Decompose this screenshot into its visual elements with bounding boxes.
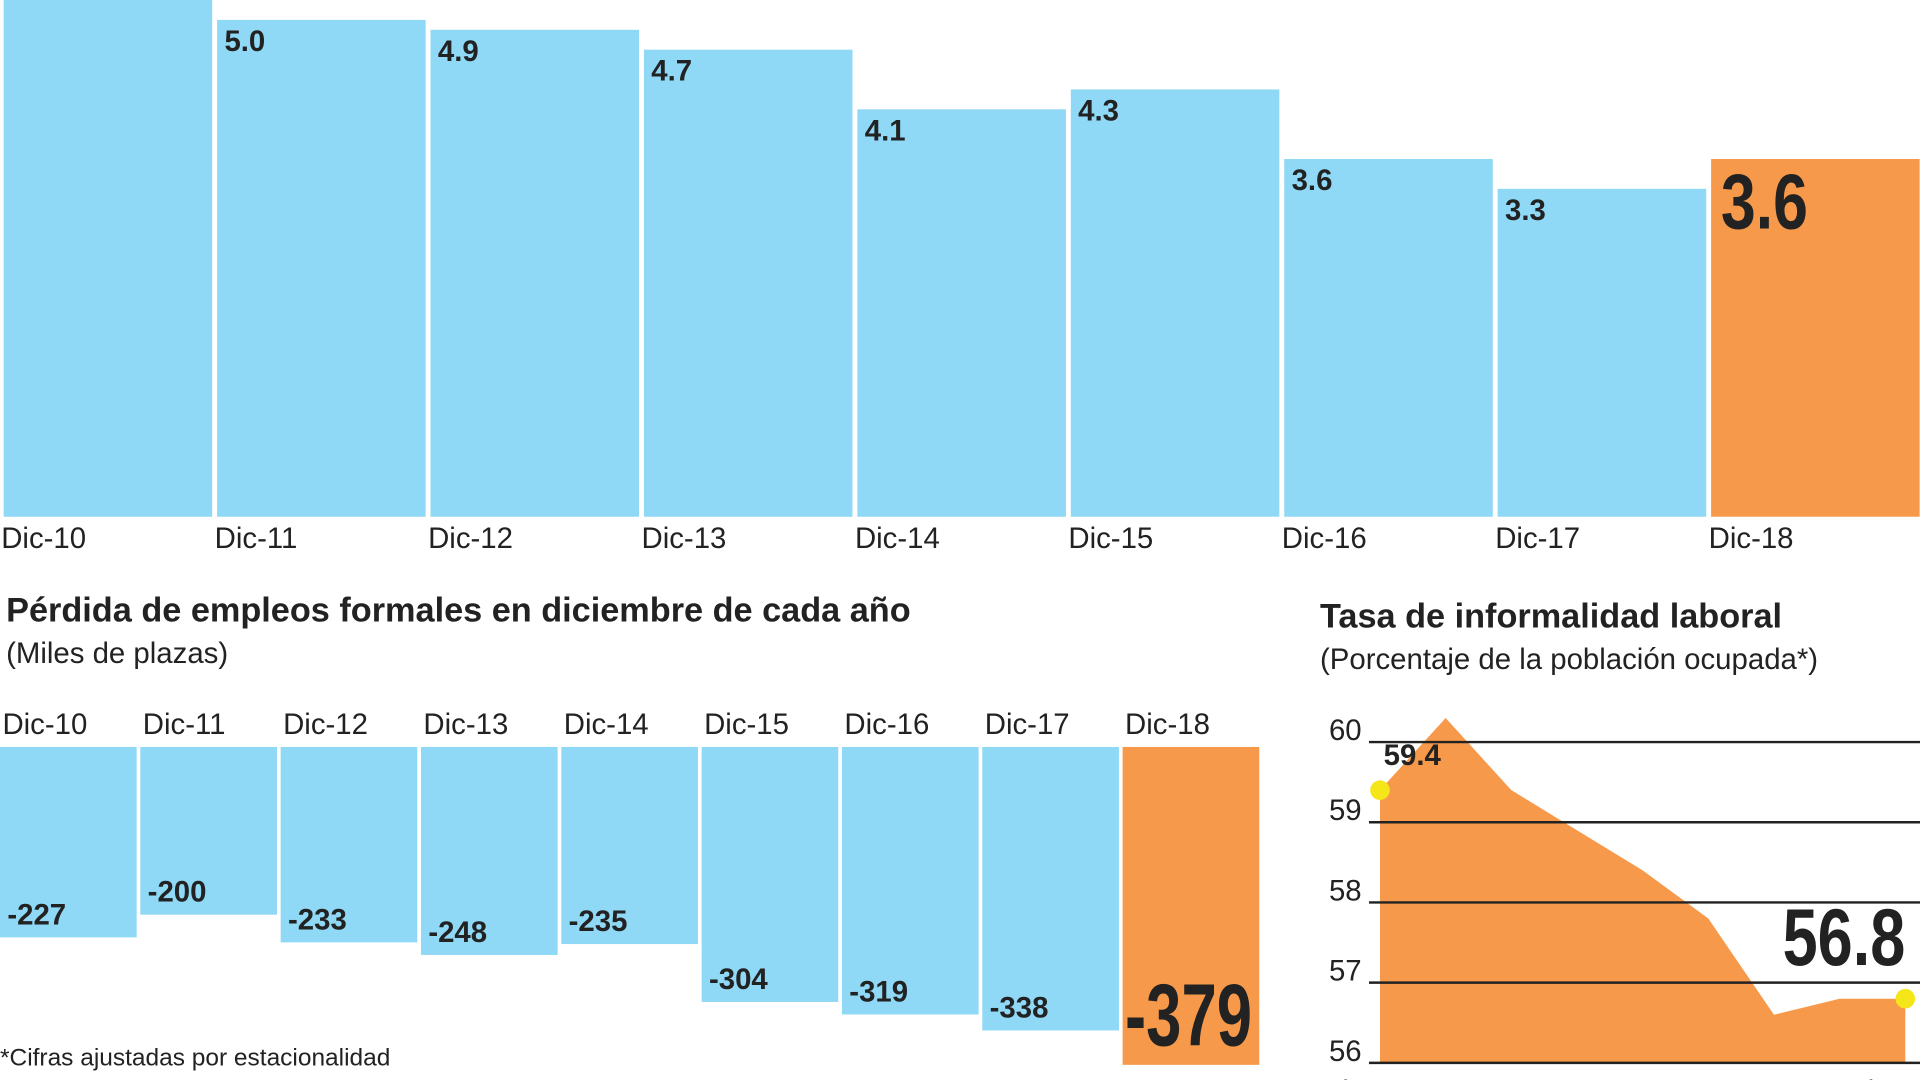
y-tick-label: 56 [1329, 1035, 1362, 1068]
value-label: -304 [709, 963, 768, 996]
point-marker [1370, 780, 1390, 800]
chart-title: Pérdida de empleos formales en diciembre… [6, 591, 911, 629]
x-tick-label: Dic-18 [1125, 708, 1210, 741]
value-label: -379 [1125, 966, 1252, 1065]
bar [430, 29, 640, 517]
value-label: 3.6 [1721, 159, 1808, 246]
x-tick-label: Dic-17 [985, 708, 1070, 741]
chart-subtitle: (Porcentaje de la población ocupada*) [1320, 643, 1818, 676]
y-tick-label: 60 [1329, 714, 1362, 747]
bar [1497, 188, 1707, 517]
bar [217, 19, 426, 517]
value-label: 5.0 [224, 25, 265, 58]
x-tick-label: Dic-12 [428, 522, 513, 555]
value-label: -235 [569, 905, 628, 938]
point-marker [1895, 988, 1916, 1009]
value-label: 4.7 [651, 55, 692, 88]
x-tick-label: Dic-11 [143, 708, 226, 741]
value-label: -200 [148, 876, 207, 909]
x-tick-label: Dic-17 [1495, 522, 1580, 555]
bar [3, 0, 213, 517]
bar [982, 746, 1119, 1031]
x-tick-label: Dic-18 [1709, 522, 1794, 555]
footnote: *Cifras ajustadas por estacionalidad [0, 1045, 390, 1072]
y-tick-label: 59 [1329, 794, 1362, 827]
x-tick-label: Dic-2010 [1321, 1075, 1439, 1080]
x-tick-label: Dic-10 [2, 708, 87, 741]
value-label: -319 [849, 975, 908, 1008]
bar [1284, 158, 1493, 517]
x-tick-label: Dic-13 [642, 522, 727, 555]
bar [0, 746, 137, 938]
value-label: 4.3 [1078, 94, 1119, 127]
bar [643, 49, 853, 517]
chart-subtitle: (Miles de plazas) [6, 637, 228, 670]
value-label: -338 [990, 991, 1049, 1024]
x-tick-label: Dic-13 [423, 708, 508, 741]
x-tick-label: Dic-16 [1282, 522, 1367, 555]
x-tick-label: Dic-15 [704, 708, 789, 741]
y-tick-label: 57 [1329, 955, 1362, 988]
value-label: 4.1 [865, 114, 906, 147]
x-tick-label: Dic-2018 [1847, 1075, 1920, 1080]
x-tick-label: Dic-14 [855, 522, 940, 555]
bar [841, 746, 979, 1015]
bar [1122, 746, 1260, 1065]
y-tick-label: 58 [1329, 874, 1362, 907]
value-label: 59.4 [1384, 739, 1442, 772]
bar [561, 746, 698, 945]
x-tick-label: Dic-10 [1, 522, 86, 555]
x-tick-label: Dic-11 [215, 522, 298, 555]
value-label: 4.9 [438, 35, 479, 68]
area [1380, 717, 1906, 1063]
chart-title: Tasa de informalidad laboral [1320, 597, 1782, 635]
bar [140, 746, 277, 915]
bar [701, 746, 839, 1002]
x-tick-label: Dic-14 [564, 708, 649, 741]
bar [857, 109, 1066, 517]
value-label: 56.8 [1783, 892, 1906, 982]
value-label: -233 [288, 903, 347, 936]
bar [1711, 158, 1920, 517]
value-label: -227 [7, 898, 66, 931]
value-label: -248 [428, 916, 487, 949]
bar [1070, 89, 1280, 517]
bar [420, 746, 558, 955]
x-tick-label: Dic-16 [844, 708, 929, 741]
x-tick-label: Dic-15 [1068, 522, 1153, 555]
bar [280, 746, 418, 943]
x-tick-label: Dic-12 [283, 708, 368, 741]
value-label: 3.6 [1292, 164, 1333, 197]
value-label: 3.3 [1505, 194, 1546, 227]
